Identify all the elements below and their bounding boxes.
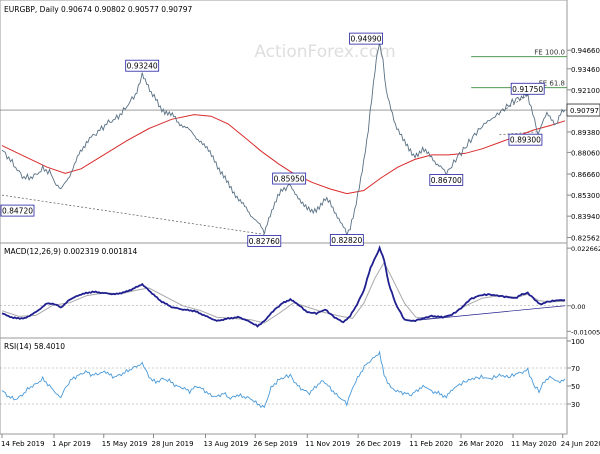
x-tick-label: 28 Jun 2019 (151, 440, 193, 448)
price-y-tick-label: 0.89380 (571, 129, 600, 137)
price-y-tick-label: 0.88060 (571, 149, 600, 157)
channel-lower-line (499, 131, 540, 136)
rsi-panel-title: RSI(14) 58.4010 (4, 342, 65, 351)
x-tick-label: 11 May 2020 (511, 440, 557, 448)
rsi-y-tick-label: 70 (571, 365, 580, 373)
price-level-label: 0.85950 (274, 175, 305, 184)
price-level-box (508, 133, 543, 146)
price-level-label: 0.86700 (431, 176, 462, 185)
price-level-label: 0.82820 (331, 236, 362, 245)
price-level-box (125, 59, 160, 72)
price-level-label: 0.94990 (351, 35, 382, 44)
rsi-y-tick-label: 100 (571, 338, 584, 346)
price-y-tick-label: 0.85300 (571, 192, 600, 200)
current-price-label: 0.90797 (570, 107, 599, 115)
macd-panel-title: MACD(12,26,9) 0.002319 0.001814 (4, 247, 138, 256)
price-level-box (329, 234, 364, 246)
current-price-box (566, 103, 600, 117)
price-panel-frame (0, 0, 568, 244)
macd-panel-frame (0, 242, 568, 339)
price-line (1, 42, 566, 238)
price-y-tick-label: 0.94660 (571, 47, 600, 55)
price-level-label: 0.89300 (510, 136, 541, 145)
price-level-box (272, 172, 307, 185)
price-level-box (0, 204, 35, 217)
x-tick-label: 26 Dec 2019 (356, 440, 401, 448)
x-tick-label: 26 Sep 2019 (253, 440, 297, 448)
price-level-label: 0.93240 (127, 62, 158, 71)
macd-y-tick-label: -0.010052 (571, 328, 600, 336)
price-level-label: 0.91750 (512, 85, 543, 94)
price-y-tick-label: 0.86660 (571, 171, 600, 179)
price-y-tick-label: 0.93460 (571, 66, 600, 74)
price-panel-title: EURGBP, Daily 0.90674 0.90802 0.90577 0.… (4, 5, 192, 14)
rsi-panel-frame (0, 337, 568, 435)
price-y-tick-label: 0.83940 (571, 213, 600, 221)
x-tick-label: 14 Feb 2019 (1, 440, 45, 448)
price-level-box (429, 174, 464, 186)
x-tick-label: 1 Apr 2019 (52, 440, 91, 448)
watermark: ActionForex.com (254, 42, 395, 62)
macd-trend-line (408, 305, 566, 322)
x-tick-label: 13 Aug 2019 (203, 440, 248, 448)
fib-level-label: FE 100.0 (534, 49, 565, 57)
fib-level-label: FE 61.8 (539, 80, 565, 88)
macd-line (1, 245, 566, 328)
price-level-label: 0.82760 (249, 237, 280, 246)
rsi-y-tick-label: 30 (571, 401, 580, 409)
price-level-box (510, 82, 545, 95)
rsi-line (1, 350, 566, 409)
macd-y-tick-label: 0.022662 (571, 245, 600, 253)
price-level-box (349, 32, 383, 45)
price-y-tick-label: 0.92100 (571, 87, 600, 95)
support-trend-line (1, 194, 265, 235)
x-tick-label: 11 Nov 2019 (305, 440, 350, 448)
x-tick-label: 11 Feb 2020 (409, 440, 453, 448)
price-y-tick-label: 0.82562 (571, 234, 600, 242)
rsi-y-tick-label: 50 (571, 383, 580, 391)
price-level-box (247, 235, 282, 247)
macd-y-tick-label: 0.00 (571, 303, 585, 311)
price-level-label: 0.84720 (2, 207, 33, 216)
x-tick-label: 15 May 2019 (102, 440, 148, 448)
x-tick-label: 26 Mar 2020 (459, 440, 503, 448)
x-tick-label: 24 Jun 2020 (561, 440, 600, 448)
